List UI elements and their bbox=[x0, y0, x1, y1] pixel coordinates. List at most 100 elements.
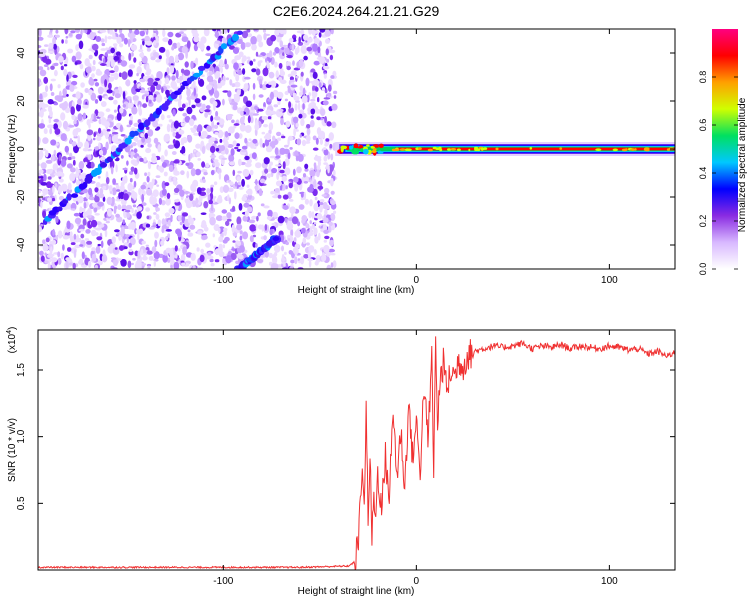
noise-speck bbox=[214, 161, 220, 167]
carrier-spot bbox=[447, 148, 452, 151]
scale-prefix: (x10 bbox=[7, 333, 18, 353]
noise-speck bbox=[64, 39, 68, 44]
noise-speck bbox=[269, 50, 273, 59]
noise-speck bbox=[119, 29, 123, 34]
noise-speck bbox=[180, 160, 186, 164]
carrier-spot bbox=[480, 147, 485, 151]
noise-speck bbox=[58, 154, 62, 162]
noise-speck bbox=[213, 196, 217, 199]
noise-speck bbox=[167, 38, 173, 46]
noise-speck bbox=[285, 241, 290, 246]
noise-speck bbox=[120, 60, 128, 67]
noise-speck bbox=[294, 243, 300, 249]
noise-speck bbox=[268, 71, 275, 79]
noise-speck bbox=[207, 252, 212, 256]
noise-speck bbox=[141, 240, 146, 245]
noise-speck bbox=[267, 116, 272, 120]
noise-speck bbox=[71, 101, 75, 108]
noise-speck bbox=[251, 152, 257, 160]
noise-speck bbox=[188, 97, 191, 106]
noise-speck bbox=[110, 47, 115, 54]
y-tick-label: -40 bbox=[16, 237, 27, 252]
noise-speck bbox=[195, 102, 201, 107]
noise-speck bbox=[39, 93, 43, 101]
noise-speck bbox=[128, 29, 133, 34]
top-y-axis-label: Frequency (Hz) bbox=[7, 115, 18, 184]
noise-speck bbox=[150, 85, 156, 93]
noise-speck bbox=[95, 182, 101, 188]
noise-speck bbox=[154, 231, 159, 239]
noise-speck bbox=[131, 52, 134, 57]
noise-speck bbox=[173, 170, 180, 176]
noise-speck bbox=[127, 182, 133, 192]
noise-speck bbox=[151, 178, 155, 185]
noise-speck bbox=[130, 115, 133, 121]
noise-speck bbox=[93, 113, 97, 122]
noise-speck bbox=[47, 66, 50, 71]
noise-speck bbox=[309, 119, 315, 128]
noise-speck bbox=[282, 52, 285, 56]
noise-speck bbox=[38, 182, 41, 187]
noise-speck bbox=[293, 37, 297, 41]
noise-speck bbox=[78, 228, 85, 232]
noise-speck bbox=[330, 177, 334, 187]
noise-speck bbox=[295, 129, 299, 132]
noise-speck bbox=[186, 40, 191, 49]
noise-speck bbox=[85, 66, 92, 74]
noise-speck bbox=[72, 74, 78, 78]
noise-speck bbox=[248, 219, 256, 224]
noise-speck bbox=[82, 218, 87, 226]
noise-speck bbox=[138, 61, 143, 66]
noise-speck bbox=[173, 120, 180, 129]
noise-speck bbox=[325, 164, 330, 170]
noise-speck bbox=[145, 40, 152, 46]
noise-speck bbox=[128, 64, 136, 69]
noise-speck bbox=[238, 133, 243, 139]
noise-speck bbox=[147, 143, 152, 148]
noise-speck bbox=[212, 233, 215, 238]
noise-speck bbox=[238, 158, 242, 167]
noise-speck bbox=[84, 161, 88, 165]
noise-speck bbox=[212, 29, 217, 32]
noise-speck bbox=[178, 107, 185, 112]
noise-speck bbox=[153, 212, 157, 215]
noise-speck bbox=[60, 133, 67, 142]
noise-speck bbox=[180, 68, 185, 74]
snr-line bbox=[38, 336, 675, 570]
noise-speck bbox=[277, 194, 282, 199]
noise-speck bbox=[105, 141, 109, 151]
track-blob bbox=[57, 206, 63, 212]
noise-speck bbox=[66, 220, 71, 230]
colorbar-label: Normalized spectral amplitude bbox=[737, 97, 748, 232]
noise-speck bbox=[125, 204, 133, 210]
noise-speck bbox=[70, 242, 76, 246]
y-tick-label: 40 bbox=[16, 47, 27, 59]
noise-speck bbox=[257, 212, 261, 217]
noise-speck bbox=[282, 205, 289, 210]
noise-speck bbox=[69, 138, 73, 145]
noise-speck bbox=[246, 188, 253, 196]
noise-speck bbox=[266, 216, 272, 220]
noise-speck bbox=[147, 160, 152, 170]
noise-speck bbox=[173, 187, 180, 193]
noise-speck bbox=[60, 252, 64, 260]
noise-speck bbox=[214, 140, 219, 144]
noise-speck bbox=[254, 105, 258, 111]
carrier-spot bbox=[559, 147, 563, 150]
noise-speck bbox=[144, 172, 148, 177]
noise-speck bbox=[164, 212, 171, 218]
noise-speck bbox=[94, 264, 99, 269]
noise-speck bbox=[118, 245, 125, 251]
noise-speck bbox=[308, 231, 314, 236]
carrier-spot bbox=[394, 148, 400, 152]
noise-speck bbox=[51, 234, 56, 238]
noise-speck bbox=[129, 98, 132, 104]
noise-speck bbox=[251, 68, 257, 73]
noise-speck bbox=[290, 259, 295, 264]
noise-speck bbox=[289, 147, 293, 150]
noise-speck bbox=[158, 55, 162, 60]
noise-speck bbox=[330, 253, 336, 256]
noise-speck bbox=[77, 195, 84, 204]
carrier-spot bbox=[417, 147, 422, 150]
noise-speck bbox=[150, 56, 156, 61]
